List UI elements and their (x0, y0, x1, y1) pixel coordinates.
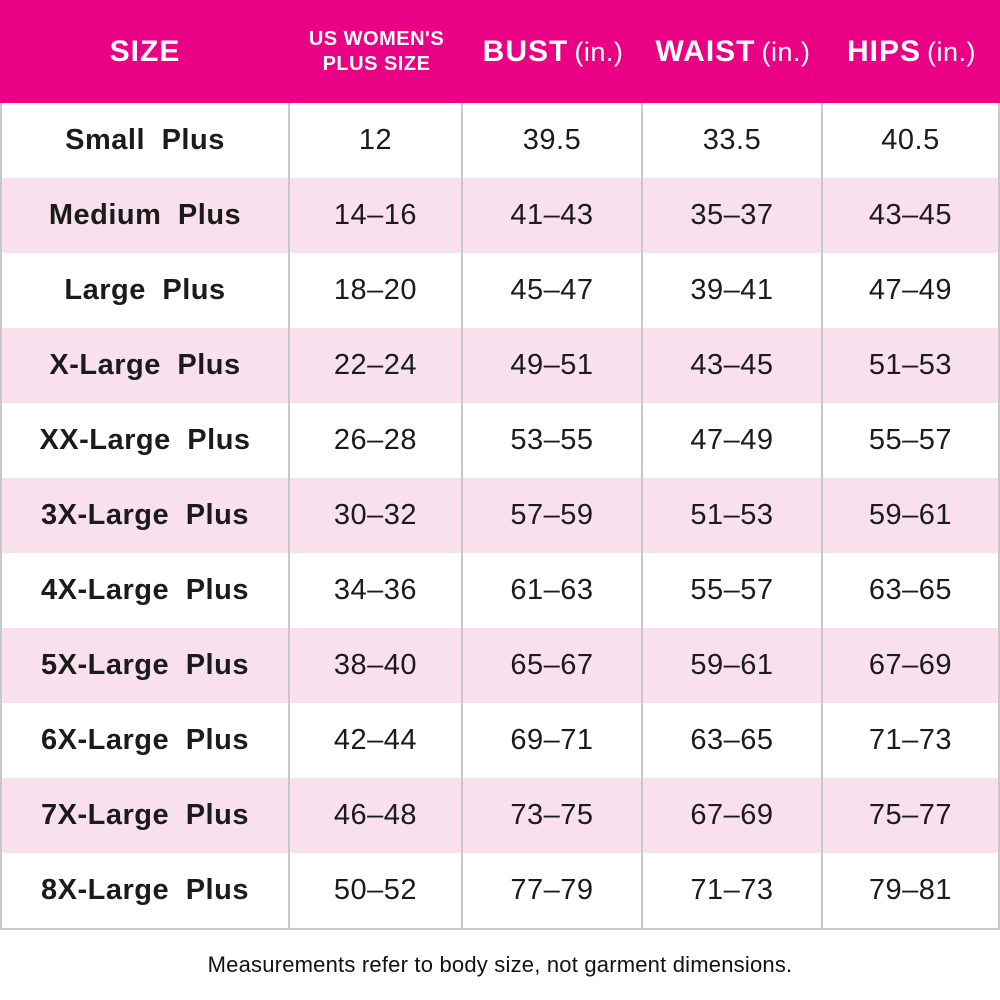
us-plus-size-cell: 18–20 (290, 253, 463, 328)
waist-column-label: WAIST (655, 35, 756, 68)
size-cell: 6X-Large Plus (2, 703, 290, 778)
size-cell: Small Plus (2, 103, 290, 178)
bust-cell: 69–71 (463, 703, 643, 778)
bust-cell: 65–67 (463, 628, 643, 703)
header-cell-waist: WAIST (in.) (643, 35, 823, 68)
waist-cell: 59–61 (643, 628, 823, 703)
table-row-xx-large-plus: XX-Large Plus 26–28 53–55 47–49 55–57 (2, 403, 998, 478)
hips-cell: 51–53 (868, 349, 953, 381)
bust-cell: 53–55 (463, 403, 643, 478)
hips-unit-label: (in.) (927, 37, 977, 67)
waist-cell: 71–73 (643, 853, 823, 928)
us-plus-size-cell: 46–48 (290, 778, 463, 853)
hips-cell: 43–45 (868, 199, 953, 231)
hips-cell: 47–49 (868, 274, 953, 306)
hips-cell: 79–81 (868, 874, 953, 906)
table-row-x-large-plus: X-Large Plus 22–24 49–51 43–45 51–53 (2, 328, 998, 403)
us-plus-size-cell: 26–28 (290, 403, 463, 478)
size-cell: XX-Large Plus (2, 403, 290, 478)
size-cell: Large Plus (2, 253, 290, 328)
bust-cell: 77–79 (463, 853, 643, 928)
bust-unit-label: (in.) (574, 37, 624, 67)
bust-cell: 57–59 (463, 478, 643, 553)
us-plus-size-label-line2: PLUS SIZE (322, 52, 431, 75)
us-plus-size-cell: 22–24 (290, 328, 463, 403)
table-row-7x-large-plus: 7X-Large Plus 46–48 73–75 67–69 75–77 (2, 778, 998, 853)
us-plus-size-cell: 38–40 (290, 628, 463, 703)
table-row-8x-large-plus: 8X-Large Plus 50–52 77–79 71–73 79–81 (2, 853, 998, 928)
table-row-3x-large-plus: 3X-Large Plus 30–32 57–59 51–53 59–61 (2, 478, 998, 553)
us-plus-size-cell: 30–32 (290, 478, 463, 553)
waist-cell: 63–65 (643, 703, 823, 778)
bust-cell: 41–43 (463, 178, 643, 253)
measurement-footnote: Measurements refer to body size, not gar… (207, 952, 793, 977)
waist-cell: 67–69 (643, 778, 823, 853)
size-chart-table: SIZE US WOMEN'S PLUS SIZE BUST (in.) WAIS… (0, 0, 1000, 930)
hips-cell: 55–57 (868, 424, 953, 456)
waist-unit-label: (in.) (761, 37, 811, 67)
header-cell-size: SIZE (0, 35, 290, 68)
waist-cell: 51–53 (643, 478, 823, 553)
hips-cell: 59–61 (868, 499, 953, 531)
bust-column-label: BUST (482, 35, 569, 68)
size-cell: 3X-Large Plus (2, 478, 290, 553)
hips-cell: 63–65 (868, 574, 953, 606)
waist-cell: 43–45 (643, 328, 823, 403)
size-cell: 7X-Large Plus (2, 778, 290, 853)
bust-cell: 73–75 (463, 778, 643, 853)
bust-cell: 49–51 (463, 328, 643, 403)
waist-cell: 55–57 (643, 553, 823, 628)
waist-cell: 47–49 (643, 403, 823, 478)
hips-cell: 67–69 (868, 649, 953, 681)
hips-column-label: HIPS (846, 35, 922, 68)
hips-cell: 40.5 (881, 124, 940, 156)
waist-cell: 33.5 (643, 103, 823, 178)
us-plus-size-cell: 50–52 (290, 853, 463, 928)
table-row-medium-plus: Medium Plus 14–16 41–43 35–37 43–45 (2, 178, 998, 253)
us-plus-size-cell: 42–44 (290, 703, 463, 778)
table-body: Small Plus 12 39.5 33.5 40.5 Medium Plus… (0, 103, 1000, 930)
table-row-6x-large-plus: 6X-Large Plus 42–44 69–71 63–65 71–73 (2, 703, 998, 778)
bust-cell: 45–47 (463, 253, 643, 328)
header-cell-hips: HIPS (in.) (823, 35, 1000, 68)
table-header: SIZE US WOMEN'S PLUS SIZE BUST (in.) WAIS… (0, 0, 1000, 103)
waist-cell: 39–41 (643, 253, 823, 328)
table-row-4x-large-plus: 4X-Large Plus 34–36 61–63 55–57 63–65 (2, 553, 998, 628)
size-cell: X-Large Plus (2, 328, 290, 403)
size-cell: Medium Plus (2, 178, 290, 253)
table-row-small-plus: Small Plus 12 39.5 33.5 40.5 (2, 103, 998, 178)
header-cell-us-plus-size: US WOMEN'S PLUS SIZE (290, 27, 463, 77)
size-cell: 8X-Large Plus (2, 853, 290, 928)
hips-cell: 71–73 (868, 724, 953, 756)
table-row-large-plus: Large Plus 18–20 45–47 39–41 47–49 (2, 253, 998, 328)
us-plus-size-cell: 34–36 (290, 553, 463, 628)
us-plus-size-cell: 14–16 (290, 178, 463, 253)
size-cell: 5X-Large Plus (2, 628, 290, 703)
size-column-label: SIZE (109, 35, 181, 68)
bust-cell: 61–63 (463, 553, 643, 628)
waist-cell: 35–37 (643, 178, 823, 253)
hips-cell: 75–77 (868, 799, 953, 831)
size-cell: 4X-Large Plus (2, 553, 290, 628)
table-row-5x-large-plus: 5X-Large Plus 38–40 65–67 59–61 67–69 (2, 628, 998, 703)
header-cell-bust: BUST (in.) (463, 35, 643, 68)
us-plus-size-cell: 12 (290, 103, 463, 178)
us-plus-size-label-line1: US WOMEN'S (308, 27, 445, 50)
bust-cell: 39.5 (463, 103, 643, 178)
